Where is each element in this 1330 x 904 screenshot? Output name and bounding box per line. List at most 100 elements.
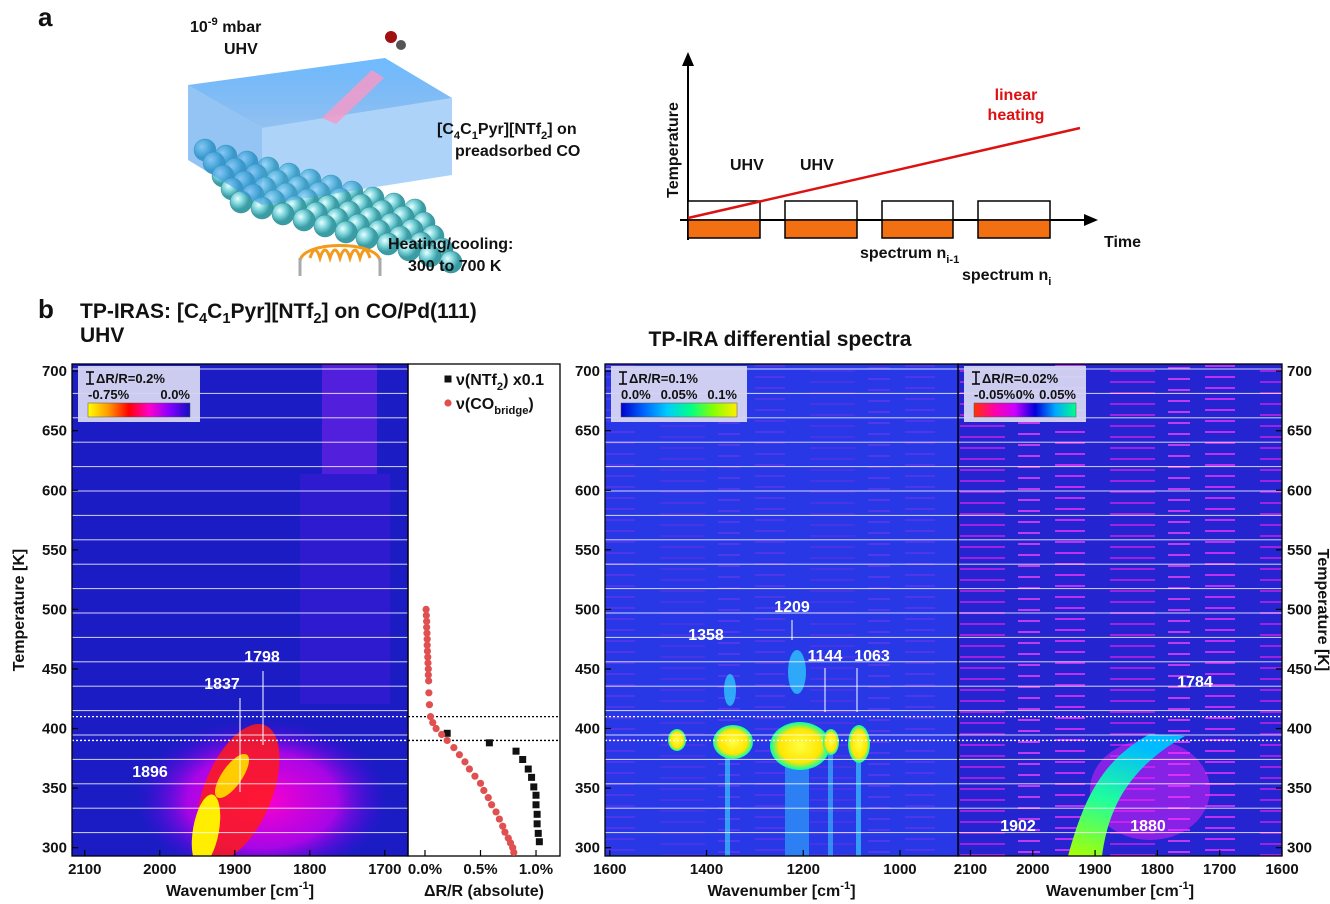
legend-label: ν(NTf2) x0.1 <box>456 372 544 393</box>
point <box>535 838 543 846</box>
y-tick-label: 300 <box>575 840 600 857</box>
figure-subtitle: UHV <box>80 324 124 347</box>
x-axis-title: ΔR/R (absolute) <box>424 883 544 900</box>
x-tick-label: 1200 <box>787 861 820 878</box>
axis-arrow <box>682 52 694 66</box>
text-part: 1 <box>222 311 230 327</box>
point <box>423 635 431 643</box>
point <box>422 611 430 619</box>
co-molecule <box>396 40 406 50</box>
atom <box>376 232 400 256</box>
point <box>424 671 432 679</box>
x-tick-label: 1.0% <box>519 861 553 878</box>
annotation: 1784 <box>1177 674 1213 691</box>
spectrum-label: spectrum ni-1 <box>860 245 959 266</box>
y-tick-label: 350 <box>1287 780 1312 797</box>
x-tick-label: 2000 <box>143 861 176 878</box>
text-part: TP-IRAS: [C <box>80 300 199 323</box>
text-part: -1 <box>840 880 850 892</box>
point <box>425 689 433 697</box>
illustration <box>193 138 463 274</box>
point <box>528 773 536 781</box>
text-part: Pyr][NTf <box>478 121 542 138</box>
annotation: 1358 <box>688 627 724 644</box>
heating-label: 300 to 700 K <box>408 258 502 275</box>
text-part: C <box>207 300 222 323</box>
x-tick-label: 1700 <box>368 861 401 878</box>
point <box>488 801 496 809</box>
axis-title: Time <box>1104 234 1141 251</box>
y-tick-label: 600 <box>1287 482 1312 499</box>
x-tick-label: 1700 <box>1203 861 1236 878</box>
x-tick-label: 0.5% <box>463 861 497 878</box>
point <box>485 739 493 747</box>
heatmap-image <box>958 364 1282 856</box>
point <box>423 647 432 655</box>
atom <box>418 244 442 268</box>
atom <box>439 250 463 274</box>
sample-label: [C4C1Pyr][NTf2] on <box>437 121 577 142</box>
y-tick-label: 450 <box>42 661 67 678</box>
point <box>424 665 432 673</box>
x-tick-label: 1000 <box>883 861 916 878</box>
point <box>519 756 527 764</box>
colorbar-scale: ΔR/R=0.2% <box>96 371 165 386</box>
text-part: ν(NTf <box>456 372 498 389</box>
text-part: [C <box>437 121 454 138</box>
text-part: spectrum n <box>962 267 1048 284</box>
x-tick-label: 1900 <box>218 861 251 878</box>
point <box>512 747 520 755</box>
colorbar-label: 0% <box>1016 387 1035 402</box>
uhv-label: UHV <box>800 157 834 174</box>
y-axis-title: Temperature [K] <box>1314 549 1330 671</box>
y-tick-label: 300 <box>1287 840 1312 857</box>
point <box>425 701 434 709</box>
point <box>499 822 507 830</box>
y-tick-label: 450 <box>1287 661 1312 678</box>
colorbar-label: -0.75% <box>88 387 130 402</box>
text-part: bridge <box>494 405 528 417</box>
y-tick-label: 500 <box>1287 601 1312 618</box>
point <box>423 641 431 649</box>
text-part: 4 <box>454 130 461 142</box>
point <box>510 848 518 857</box>
text-part: 4 <box>199 311 208 327</box>
y-tick-label: 700 <box>42 363 67 380</box>
y-tick-label: 650 <box>1287 423 1312 440</box>
text-part: i <box>1048 276 1051 288</box>
y-tick-label: 650 <box>575 423 600 440</box>
sample-label: preadsorbed CO <box>455 143 580 160</box>
text-part: Wavenumber [cm <box>707 883 840 900</box>
atom <box>397 238 421 262</box>
x-axis-title: Wavenumber [cm-1] <box>1046 880 1194 900</box>
y-tick-label: 400 <box>42 721 67 738</box>
text-part: Wavenumber [cm <box>166 883 299 900</box>
ramp-label: linear <box>995 87 1038 104</box>
point <box>476 779 485 787</box>
x-axis-title: Wavenumber [cm-1] <box>707 880 855 900</box>
point <box>532 791 540 799</box>
point <box>438 730 446 739</box>
point <box>480 786 488 795</box>
colorbar-label: -0.05% <box>974 387 1016 402</box>
colorbar <box>87 402 191 418</box>
x-tick-label: 1800 <box>293 861 326 878</box>
colorbar <box>973 402 1077 418</box>
text-part: ν(CO <box>456 396 494 413</box>
y-tick-label: 400 <box>1287 721 1312 738</box>
annotation: 1063 <box>854 648 890 665</box>
colorbar-label: 0.0% <box>621 387 651 402</box>
pressure-label: 10-9 mbar <box>190 16 261 36</box>
figure-heading: TP-IRA differential spectra <box>649 328 912 351</box>
text-part: i-1 <box>946 254 959 266</box>
point <box>461 758 469 766</box>
colorbar-label: 0.1% <box>707 387 737 402</box>
y-tick-label: 400 <box>575 721 600 738</box>
point <box>501 828 509 836</box>
colorbar-label: 0.05% <box>1039 387 1076 402</box>
annotation: 1837 <box>204 676 240 693</box>
plot-frame <box>407 363 561 857</box>
annotation: 1896 <box>132 764 168 781</box>
point <box>424 659 432 667</box>
point <box>532 801 540 809</box>
